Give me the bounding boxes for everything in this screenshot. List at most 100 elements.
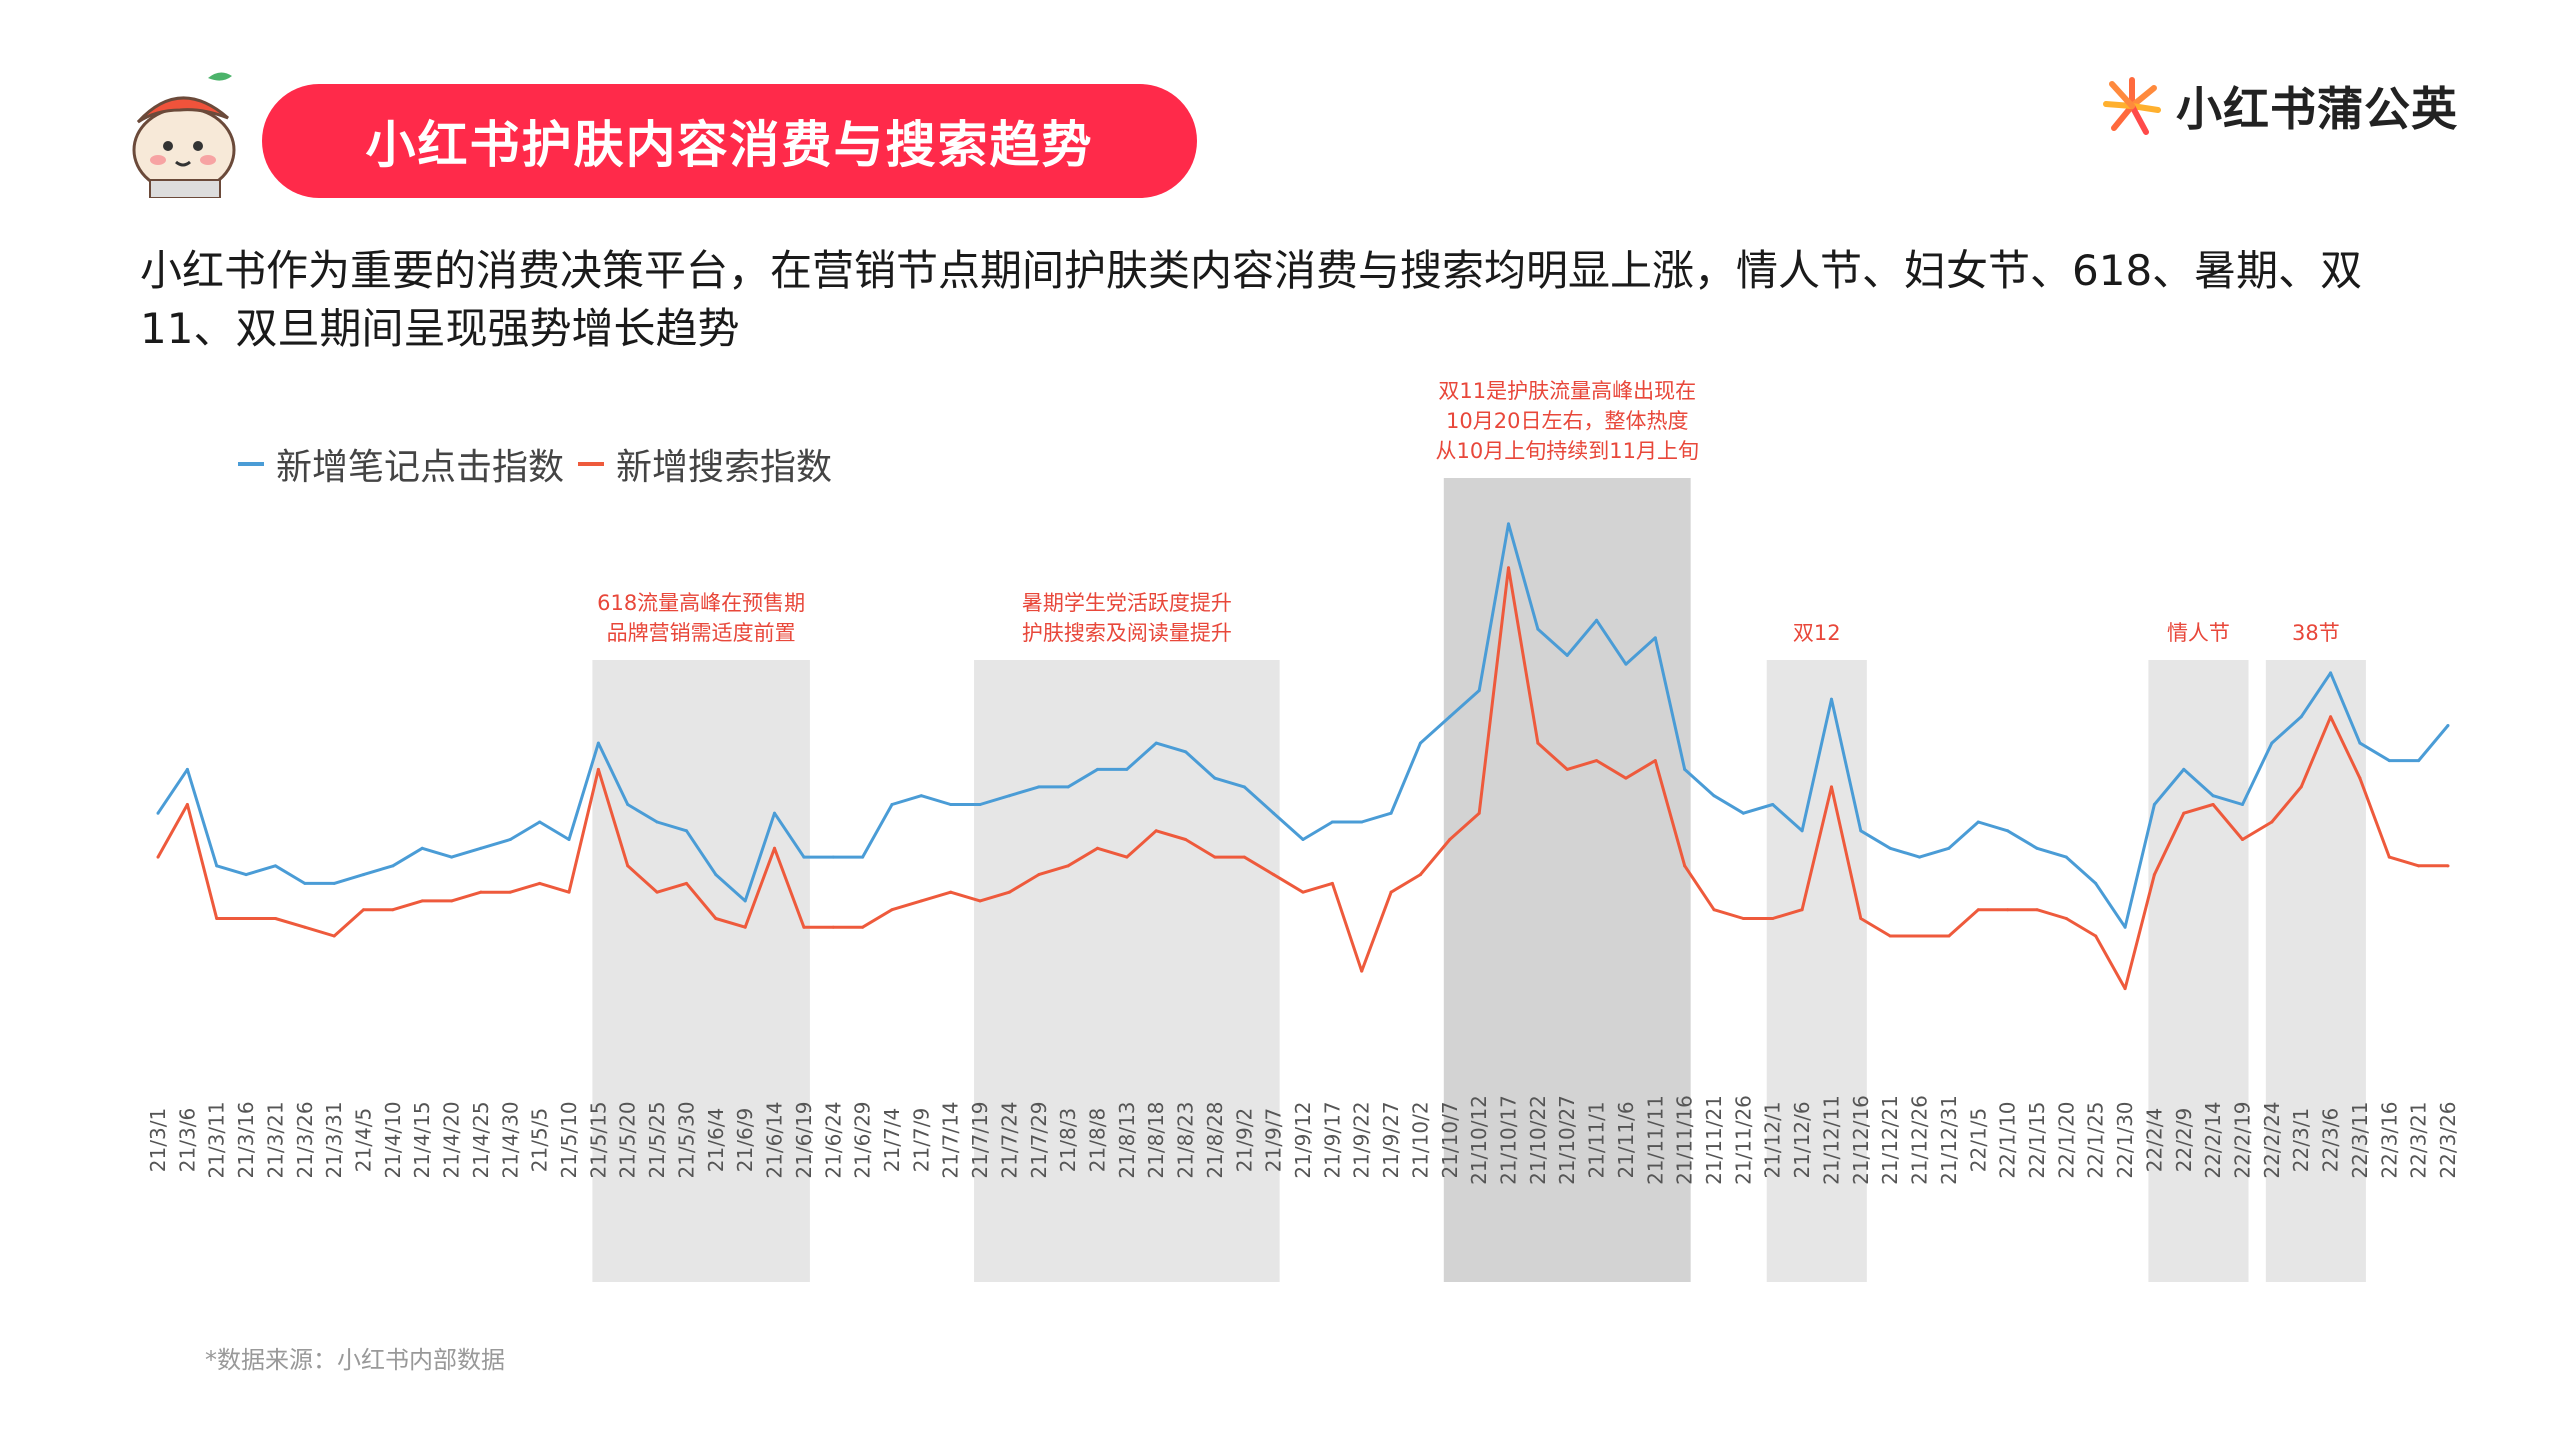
data-point-s1-42 — [1389, 811, 1393, 815]
data-point-s2-13 — [538, 881, 542, 885]
x-tick-label-71: 22/2/19 — [2230, 1101, 2254, 1178]
data-point-s1-70 — [2211, 794, 2215, 798]
subtitle-text: 小红书作为重要的消费决策平台，在营销节点期间护肤类内容消费与搜索均明显上涨，情人… — [140, 246, 2363, 353]
x-tick-label-59: 21/12/21 — [1878, 1095, 1902, 1185]
data-point-s1-49 — [1595, 618, 1599, 622]
data-point-s1-64 — [2035, 846, 2039, 850]
data-point-s2-65 — [2064, 916, 2068, 920]
data-point-s2-10 — [450, 899, 454, 903]
data-point-s2-5 — [303, 925, 307, 929]
data-point-s2-74 — [2329, 715, 2333, 719]
x-tick-label-68: 22/2/4 — [2142, 1108, 2166, 1172]
data-point-s1-15 — [596, 741, 600, 745]
data-point-s2-24 — [861, 925, 865, 929]
x-tick-label-63: 22/1/10 — [1996, 1101, 2020, 1178]
x-tick-label-19: 21/6/4 — [704, 1108, 728, 1172]
x-tick-label-37: 21/9/2 — [1232, 1108, 1256, 1172]
data-point-s1-72 — [2270, 741, 2274, 745]
x-tick-label-32: 21/8/8 — [1085, 1108, 1109, 1172]
data-point-s1-35 — [1184, 750, 1188, 754]
data-point-s1-26 — [919, 794, 923, 798]
data-point-s2-20 — [743, 925, 747, 929]
data-point-s1-60 — [1918, 855, 1922, 859]
data-point-s2-43 — [1418, 873, 1422, 877]
data-point-s2-77 — [2417, 864, 2421, 868]
data-point-s1-56 — [1800, 829, 1804, 833]
data-point-s2-78 — [2446, 864, 2450, 868]
data-point-s1-76 — [2387, 759, 2391, 763]
data-point-s2-1 — [185, 802, 189, 806]
x-tick-label-42: 21/9/27 — [1379, 1101, 1403, 1178]
data-point-s2-61 — [1947, 934, 1951, 938]
annotation-6-line-1: 38节 — [2292, 621, 2340, 645]
data-point-s2-60 — [1918, 934, 1922, 938]
x-tick-label-39: 21/9/12 — [1291, 1101, 1315, 1178]
data-point-s1-36 — [1213, 776, 1217, 780]
x-tick-label-55: 21/12/1 — [1761, 1101, 1785, 1178]
x-tick-label-13: 21/5/5 — [528, 1108, 552, 1172]
x-tick-label-9: 21/4/15 — [410, 1101, 434, 1178]
data-point-s1-14 — [567, 838, 571, 842]
data-point-s2-45 — [1477, 811, 1481, 815]
x-tick-label-6: 21/3/31 — [322, 1101, 346, 1178]
data-point-s2-38 — [1272, 873, 1276, 877]
x-tick-label-75: 22/3/11 — [2348, 1101, 2372, 1178]
data-point-s2-69 — [2182, 811, 2186, 815]
data-point-s1-69 — [2182, 767, 2186, 771]
data-point-s2-14 — [567, 890, 571, 894]
data-point-s1-5 — [303, 881, 307, 885]
data-point-s1-44 — [1448, 715, 1452, 719]
data-point-s2-71 — [2240, 838, 2244, 842]
x-tick-label-66: 22/1/25 — [2084, 1101, 2108, 1178]
data-point-s2-27 — [949, 890, 953, 894]
data-point-s2-52 — [1683, 864, 1687, 868]
data-point-s1-31 — [1066, 785, 1070, 789]
x-tick-label-0: 21/3/1 — [146, 1108, 170, 1172]
brand-logo: 小红书蒲公英 — [2100, 66, 2458, 146]
data-point-s2-59 — [1888, 934, 1892, 938]
data-point-s2-23 — [831, 925, 835, 929]
data-point-s1-61 — [1947, 846, 1951, 850]
data-point-s2-47 — [1536, 741, 1540, 745]
x-tick-label-26: 21/7/9 — [909, 1108, 933, 1172]
data-point-s1-16 — [626, 802, 630, 806]
annotation-2-line-1: 暑期学生党活跃度提升 — [1022, 591, 1232, 615]
data-point-s1-18 — [684, 829, 688, 833]
x-tick-label-8: 21/4/10 — [381, 1101, 405, 1178]
data-point-s1-13 — [538, 820, 542, 824]
page-title: 小红书护肤内容消费与搜索趋势 — [365, 116, 1094, 174]
x-tick-label-34: 21/8/18 — [1144, 1101, 1168, 1178]
x-tick-label-5: 21/3/26 — [293, 1101, 317, 1178]
x-tick-label-30: 21/7/29 — [1027, 1101, 1051, 1178]
x-tick-label-56: 21/12/6 — [1790, 1101, 1814, 1178]
x-tick-label-35: 21/8/23 — [1174, 1101, 1198, 1178]
data-point-s1-68 — [2152, 802, 2156, 806]
shaded-period-2 — [974, 660, 1280, 1282]
data-point-s2-44 — [1448, 838, 1452, 842]
data-point-s1-78 — [2446, 724, 2450, 728]
data-point-s1-37 — [1242, 785, 1246, 789]
data-point-s2-62 — [1976, 908, 1980, 912]
brand-name: 小红书蒲公英 — [2176, 82, 2458, 136]
x-tick-label-45: 21/10/12 — [1467, 1095, 1491, 1185]
data-point-s1-39 — [1301, 838, 1305, 842]
data-point-s1-40 — [1330, 820, 1334, 824]
chart-legend: 新增笔记点击指数 新增搜索指数 — [238, 438, 846, 490]
data-point-s1-62 — [1976, 820, 1980, 824]
x-tick-label-11: 21/4/25 — [469, 1101, 493, 1178]
x-tick-label-25: 21/7/4 — [880, 1108, 904, 1172]
x-tick-label-17: 21/5/25 — [645, 1101, 669, 1178]
shaded-period-1 — [592, 660, 810, 1282]
mascot-illustration — [132, 72, 236, 198]
x-tick-label-67: 22/1/30 — [2113, 1101, 2137, 1178]
data-point-s1-67 — [2123, 925, 2127, 929]
data-point-s1-74 — [2329, 671, 2333, 675]
data-point-s1-32 — [1095, 767, 1099, 771]
x-tick-label-12: 21/4/30 — [498, 1101, 522, 1178]
legend-label-series1: 新增笔记点击指数 — [276, 447, 565, 488]
shaded-period-6 — [2265, 660, 2366, 1282]
annotation-2-line-2: 护肤搜索及阅读量提升 — [1022, 621, 1232, 645]
data-point-s1-27 — [949, 802, 953, 806]
x-tick-label-36: 21/8/28 — [1203, 1101, 1227, 1178]
data-point-s1-75 — [2358, 741, 2362, 745]
